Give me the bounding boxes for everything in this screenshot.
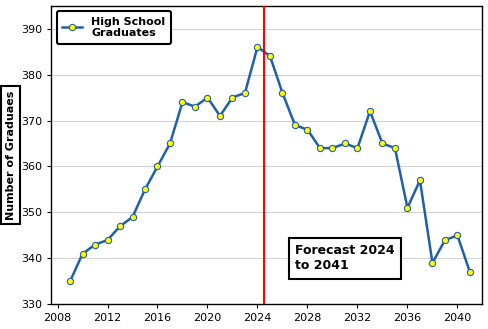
Legend: High School
Graduates: High School Graduates [57,11,171,44]
High School
Graduates [192,105,198,109]
High School
Graduates [454,234,460,238]
High School
Graduates [392,146,398,150]
High School
Graduates [367,109,373,113]
High School
Graduates [442,238,448,242]
High School
Graduates [317,146,323,150]
High School
Graduates [429,261,435,265]
Text: Forecast 2024
to 2041: Forecast 2024 to 2041 [295,244,395,272]
High School
Graduates [142,188,148,191]
High School
Graduates [267,54,273,58]
High School
Graduates [342,141,348,145]
High School
Graduates [255,45,261,49]
High School
Graduates [405,206,410,210]
Y-axis label: Number of Graduaes: Number of Graduaes [5,90,16,220]
High School
Graduates [305,128,310,132]
High School
Graduates [92,243,98,247]
High School
Graduates [155,164,161,168]
High School
Graduates [204,95,210,99]
High School
Graduates [329,146,335,150]
High School
Graduates [292,123,298,127]
High School
Graduates [117,224,123,228]
High School
Graduates [167,141,173,145]
High School
Graduates [380,141,386,145]
High School
Graduates [180,100,185,104]
High School
Graduates [355,146,361,150]
High School
Graduates [280,91,285,95]
High School
Graduates [80,252,85,256]
High School
Graduates [67,279,73,283]
High School
Graduates [130,215,136,219]
High School
Graduates [229,95,235,99]
High School
Graduates [467,270,473,274]
High School
Graduates [417,178,423,182]
High School
Graduates [242,91,248,95]
High School
Graduates [104,238,110,242]
Line: High School
Graduates: High School Graduates [67,44,473,285]
High School
Graduates [217,114,223,118]
